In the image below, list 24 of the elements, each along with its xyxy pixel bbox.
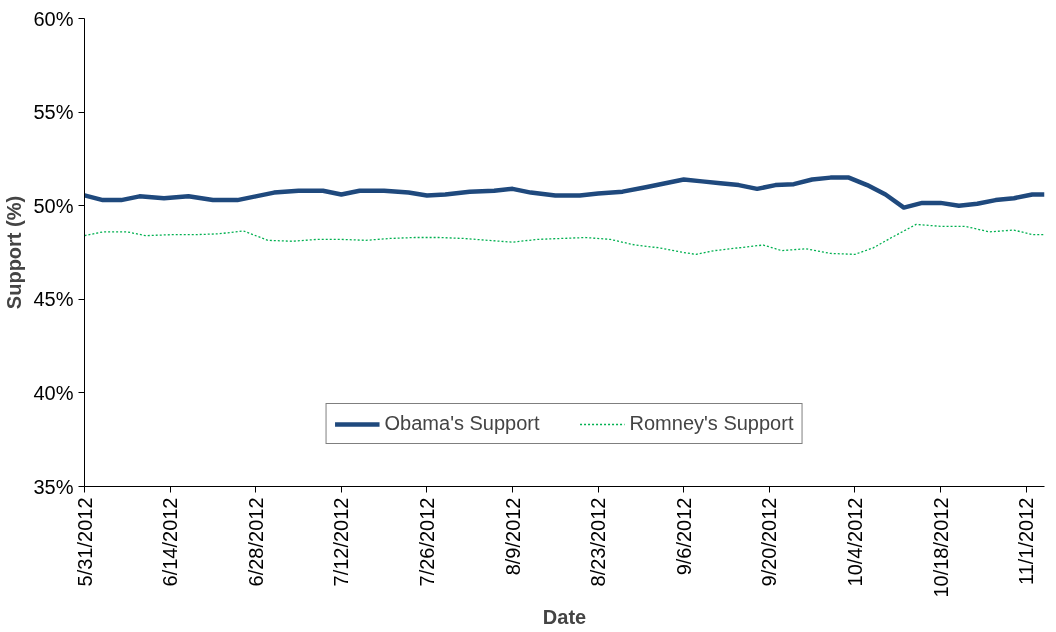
y-tick-label: 50%	[33, 194, 74, 217]
x-tick-label: 6/28/2012	[244, 497, 267, 587]
x-tick-label: 9/6/2012	[672, 497, 695, 576]
x-tick-label: 10/4/2012	[843, 497, 866, 587]
y-axis-title: Support (%)	[3, 195, 26, 310]
legend-label: Obama's Support	[384, 412, 540, 435]
x-tick-label: 6/14/2012	[159, 497, 182, 587]
x-tick-label: 8/23/2012	[587, 497, 610, 587]
line-series	[84, 175, 1045, 210]
legend-label: Romney's Support	[629, 412, 794, 435]
y-tick-label: 40%	[33, 381, 74, 404]
x-tick-label: 8/9/2012	[501, 497, 524, 576]
x-tick-label: 11/1/2012	[1015, 497, 1038, 585]
x-tick-label: 7/12/2012	[330, 497, 353, 587]
x-tick-label: 9/20/2012	[758, 497, 781, 587]
line-series	[84, 223, 1045, 256]
x-tick-label: 10/18/2012	[929, 497, 952, 598]
x-tick-label: 7/26/2012	[415, 497, 438, 587]
x-axis-title: Date	[542, 605, 587, 628]
y-tick-label: 60%	[33, 7, 74, 30]
x-tick-label: 5/31/2012	[73, 497, 96, 587]
y-tick-label: 35%	[33, 475, 74, 498]
y-tick-label: 55%	[33, 101, 74, 124]
y-tick-label: 45%	[33, 288, 74, 311]
